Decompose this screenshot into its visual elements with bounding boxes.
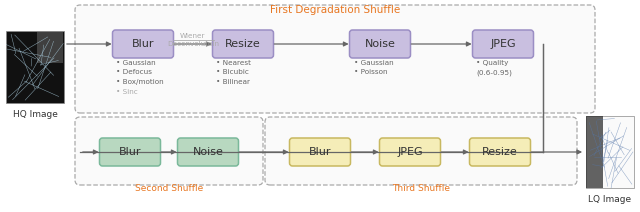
- Text: • Gaussian: • Gaussian: [353, 60, 393, 66]
- FancyBboxPatch shape: [349, 30, 410, 58]
- FancyBboxPatch shape: [472, 30, 534, 58]
- Text: • Sinc: • Sinc: [116, 88, 138, 95]
- Text: JPEG: JPEG: [490, 39, 516, 49]
- FancyBboxPatch shape: [380, 138, 440, 166]
- Text: LQ Image: LQ Image: [588, 195, 632, 204]
- FancyBboxPatch shape: [470, 138, 531, 166]
- FancyBboxPatch shape: [265, 117, 577, 185]
- Text: JPEG: JPEG: [397, 147, 423, 157]
- Text: Second Shuffle: Second Shuffle: [135, 184, 203, 193]
- FancyBboxPatch shape: [177, 138, 239, 166]
- Text: (0.6-0.95): (0.6-0.95): [477, 70, 513, 76]
- Text: Noise: Noise: [193, 147, 223, 157]
- Text: HQ Image: HQ Image: [13, 110, 58, 119]
- FancyBboxPatch shape: [586, 116, 603, 188]
- Text: Blur: Blur: [132, 39, 154, 49]
- Text: • Defocus: • Defocus: [116, 70, 152, 75]
- Text: • Poisson: • Poisson: [353, 70, 387, 75]
- Text: • Nearest: • Nearest: [216, 60, 252, 66]
- FancyBboxPatch shape: [75, 5, 595, 113]
- FancyBboxPatch shape: [586, 116, 634, 188]
- FancyBboxPatch shape: [75, 117, 263, 185]
- FancyBboxPatch shape: [37, 32, 63, 63]
- Text: Third Shuffle: Third Shuffle: [392, 184, 450, 193]
- FancyBboxPatch shape: [289, 138, 351, 166]
- Text: • Bicubic: • Bicubic: [216, 70, 250, 75]
- Text: • Gaussian: • Gaussian: [116, 60, 156, 66]
- FancyBboxPatch shape: [212, 30, 273, 58]
- Text: Noise: Noise: [365, 39, 396, 49]
- FancyBboxPatch shape: [99, 138, 161, 166]
- Text: Wiener: Wiener: [180, 33, 205, 39]
- Text: • Quality: • Quality: [477, 60, 509, 66]
- Text: Resize: Resize: [482, 147, 518, 157]
- FancyBboxPatch shape: [6, 31, 64, 103]
- Text: • Box/motion: • Box/motion: [116, 79, 164, 85]
- Text: Blur: Blur: [308, 147, 332, 157]
- Text: • Bilinear: • Bilinear: [216, 79, 250, 85]
- Text: Blur: Blur: [119, 147, 141, 157]
- Text: Resize: Resize: [225, 39, 261, 49]
- Text: Deconvolutoin: Deconvolutoin: [167, 40, 219, 46]
- FancyBboxPatch shape: [113, 30, 173, 58]
- Text: First Degradation Shuffle: First Degradation Shuffle: [270, 5, 400, 15]
